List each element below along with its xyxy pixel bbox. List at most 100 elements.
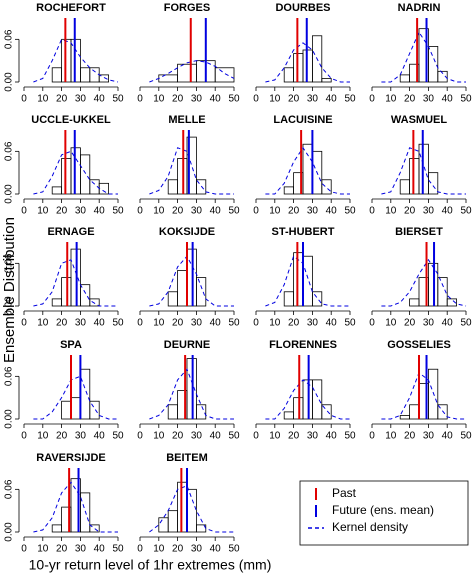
bar xyxy=(186,136,197,195)
bar xyxy=(167,179,178,195)
bar xyxy=(195,277,207,307)
x-tick-label: 30 xyxy=(191,206,203,217)
panel-title: BIERSET xyxy=(395,226,443,238)
y-tick-label: 0.06 xyxy=(4,29,15,49)
bar xyxy=(80,368,91,420)
x-tick-label: 40 xyxy=(210,544,222,555)
bar xyxy=(186,488,197,533)
bar xyxy=(283,411,295,420)
x-tick-label: 20 xyxy=(172,94,184,105)
panel-title: KOKSIJDE xyxy=(159,226,215,238)
x-tick-label: 0 xyxy=(21,431,27,442)
y-tick-label: 0.06 xyxy=(4,253,15,273)
kernel-density xyxy=(33,375,118,420)
x-tick-label: 40 xyxy=(94,431,106,442)
bar xyxy=(89,400,100,420)
x-tick-label: 0 xyxy=(137,431,143,442)
x-tick-label: 30 xyxy=(423,318,435,329)
kernel-density xyxy=(149,60,235,83)
bar xyxy=(311,35,323,83)
x-tick-label: 30 xyxy=(191,94,203,105)
bar xyxy=(51,67,63,83)
x-tick-label: 40 xyxy=(326,94,338,105)
bar xyxy=(80,67,91,83)
x-tick-label: 20 xyxy=(56,318,68,329)
x-tick-label: 10 xyxy=(269,318,281,329)
x-tick-label: 40 xyxy=(94,318,106,329)
x-tick-label: 0 xyxy=(21,206,27,217)
x-tick-label: 20 xyxy=(404,94,416,105)
x-tick-label: 30 xyxy=(423,206,435,217)
kernel-density xyxy=(265,255,350,307)
x-tick-label: 50 xyxy=(112,94,124,105)
panel-title: FLORENNES xyxy=(269,339,337,351)
x-tick-label: 10 xyxy=(385,431,397,442)
x-tick-label: 0 xyxy=(137,544,143,555)
x-tick-label: 50 xyxy=(228,94,240,105)
bar xyxy=(80,492,91,533)
x-tick-label: 50 xyxy=(344,94,356,105)
x-tick-label: 50 xyxy=(112,318,124,329)
x-tick-label: 50 xyxy=(112,431,124,442)
kernel-density xyxy=(381,371,466,420)
bar xyxy=(89,524,100,533)
bar xyxy=(409,298,420,307)
x-tick-label: 10 xyxy=(385,94,397,105)
x-tick-label: 50 xyxy=(228,318,240,329)
x-tick-label: 10 xyxy=(153,206,165,217)
x-tick-label: 40 xyxy=(94,544,106,555)
x-tick-label: 20 xyxy=(172,206,184,217)
panel-title: DOURBES xyxy=(275,2,330,14)
x-tick-label: 50 xyxy=(460,318,472,329)
y-tick-label: 0.06 xyxy=(4,479,15,499)
x-tick-label: 30 xyxy=(75,318,87,329)
x-tick-label: 0 xyxy=(21,94,27,105)
bar xyxy=(302,255,313,307)
x-tick-label: 10 xyxy=(153,544,165,555)
bar xyxy=(177,63,197,83)
bar xyxy=(311,291,323,307)
x-tick-label: 0 xyxy=(253,318,259,329)
panel-title: SPA xyxy=(60,339,82,351)
legend-label: Kernel density xyxy=(332,520,408,534)
x-tick-label: 10 xyxy=(269,431,281,442)
y-tick-label: 0.06 xyxy=(4,366,15,386)
x-tick-label: 40 xyxy=(442,94,454,105)
x-tick-label: 10 xyxy=(153,94,165,105)
kernel-density xyxy=(33,150,118,195)
panel-title: MELLE xyxy=(168,114,205,126)
bar xyxy=(195,404,207,420)
x-tick-label: 50 xyxy=(344,206,356,217)
x-tick-label: 10 xyxy=(269,94,281,105)
x-tick-label: 30 xyxy=(75,94,87,105)
x-tick-label: 10 xyxy=(153,431,165,442)
x-tick-label: 10 xyxy=(153,318,165,329)
bar xyxy=(437,404,448,420)
panel-title: UCCLE-UKKEL xyxy=(31,114,111,126)
x-tick-label: 30 xyxy=(423,431,435,442)
x-tick-label: 50 xyxy=(460,431,472,442)
x-tick-label: 30 xyxy=(307,206,319,217)
x-tick-label: 10 xyxy=(37,206,49,217)
x-tick-label: 20 xyxy=(56,94,68,105)
bar xyxy=(167,291,178,307)
x-tick-label: 50 xyxy=(344,318,356,329)
x-tick-label: 20 xyxy=(172,318,184,329)
x-tick-label: 0 xyxy=(369,94,375,105)
bar xyxy=(283,186,295,195)
x-tick-label: 0 xyxy=(21,318,27,329)
kernel-density xyxy=(381,31,466,83)
kernel-density xyxy=(381,147,466,195)
x-tick-label: 50 xyxy=(344,431,356,442)
x-tick-label: 10 xyxy=(269,206,281,217)
bar xyxy=(399,179,411,195)
panel-title: ERNAGE xyxy=(47,226,94,238)
kernel-density xyxy=(149,485,234,533)
x-tick-label: 40 xyxy=(442,431,454,442)
bar xyxy=(437,70,448,83)
x-tick-label: 0 xyxy=(137,94,143,105)
panel-title: ROCHEFORT xyxy=(36,2,106,14)
bar xyxy=(158,74,179,83)
panel-title: WASMUEL xyxy=(391,114,448,126)
bar xyxy=(51,186,63,195)
